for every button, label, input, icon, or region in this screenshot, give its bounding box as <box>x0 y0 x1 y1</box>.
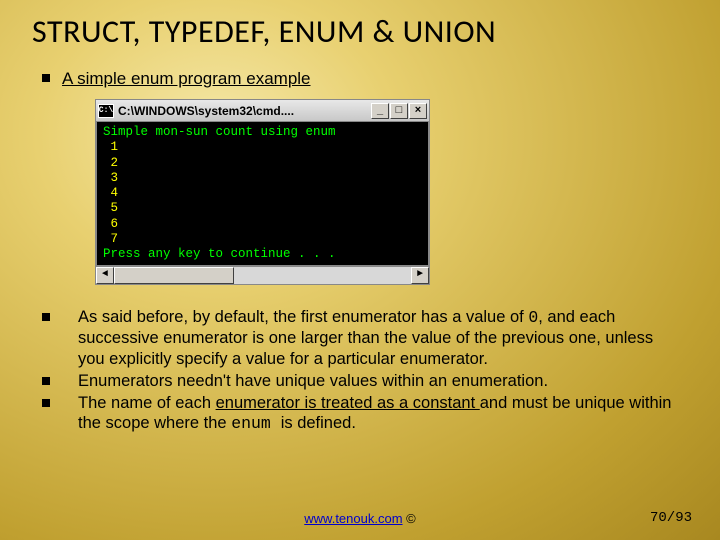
footer: www.tenouk.com © <box>0 511 720 526</box>
cmd-titlebar: C:\ C:\WINDOWS\system32\cmd.... _ □ × <box>96 100 429 122</box>
list-item: The name of each enumerator is treated a… <box>42 393 680 434</box>
scroll-left-button[interactable]: ◄ <box>96 267 114 284</box>
cmd-title-text: C:\WINDOWS\system32\cmd.... <box>118 104 371 118</box>
footer-link[interactable]: www.tenouk.com <box>304 511 402 526</box>
cmd-window: C:\ C:\WINDOWS\system32\cmd.... _ □ × Si… <box>95 99 430 285</box>
console-output: Simple mon-sun count using enum 1 2 3 4 … <box>96 122 429 266</box>
maximize-button[interactable]: □ <box>390 103 408 119</box>
intro-bullet: A simple enum program example <box>0 51 720 89</box>
list-item: As said before, by default, the first en… <box>42 307 680 368</box>
bullet-square-icon <box>42 74 50 82</box>
slide-title: STRUCT, TYPEDEF, ENUM & UNION <box>0 0 720 51</box>
bullet-square-icon <box>42 377 50 385</box>
scroll-right-button[interactable]: ► <box>411 267 429 284</box>
bullet-square-icon <box>42 313 50 321</box>
bullet-square-icon <box>42 399 50 407</box>
horizontal-scrollbar[interactable]: ◄ ► <box>96 266 429 284</box>
scroll-track[interactable] <box>114 267 411 284</box>
scroll-thumb[interactable] <box>114 267 234 284</box>
page-number: 70/93 <box>650 510 692 526</box>
close-button[interactable]: × <box>409 103 427 119</box>
cmd-icon: C:\ <box>98 104 114 118</box>
minimize-button[interactable]: _ <box>371 103 389 119</box>
list-item: Enumerators needn't have unique values w… <box>42 371 680 391</box>
body-bullets: As said before, by default, the first en… <box>0 285 720 434</box>
